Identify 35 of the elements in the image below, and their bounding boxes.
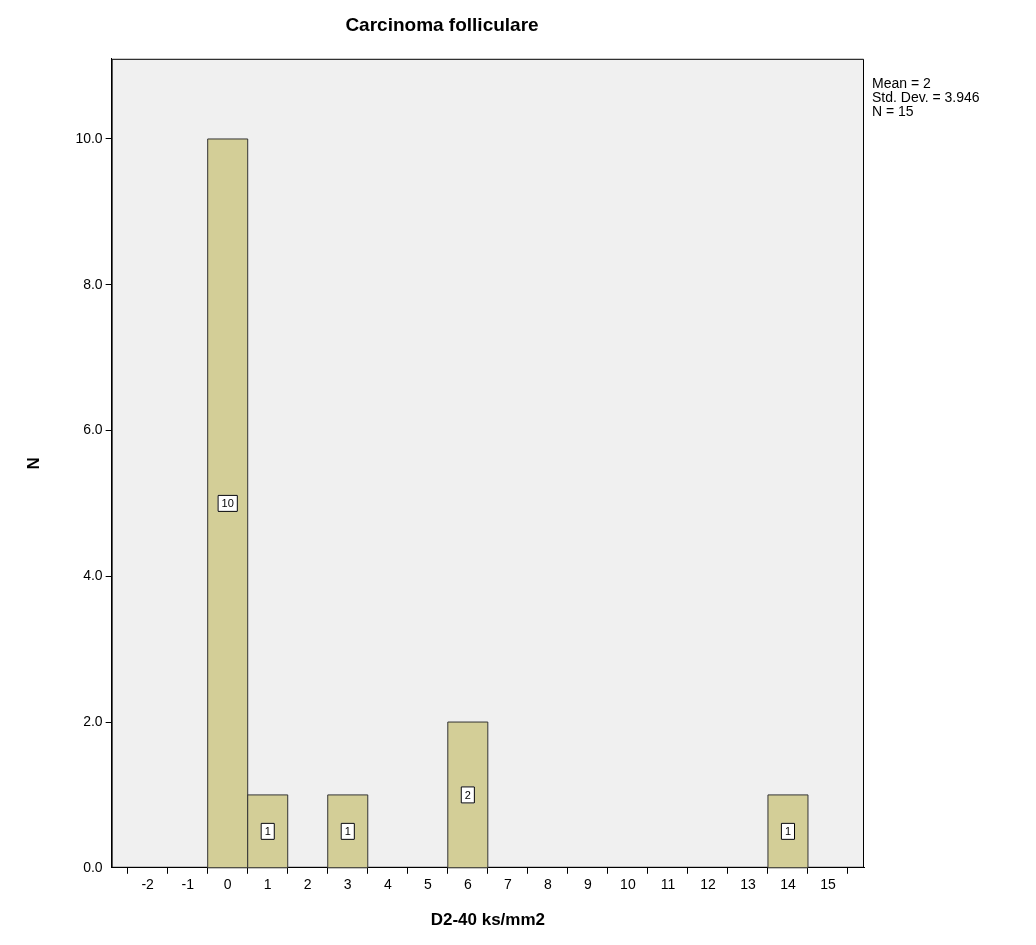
x-tick-label: 4 [383,876,392,893]
y-tick-label: 2.0 [83,712,103,729]
x-tick-label: 10 [620,876,636,893]
y-tick-label: 0.0 [83,858,103,875]
y-tick-label: 8.0 [83,275,103,292]
data-label: 2 [464,788,471,801]
text: Mean = 2 [872,74,931,91]
x-tick-label: -1 [181,876,195,893]
x-tick-label: 11 [660,876,676,893]
x-tick-label: 8 [543,876,552,893]
text: N = 15 [872,102,914,119]
x-tick-label: 1 [263,876,272,893]
y-tick-label: 6.0 [83,421,103,438]
data-label: 1 [344,825,351,838]
x-tick-label: 7 [503,876,512,893]
x-tick-label: -2 [141,876,155,893]
x-tick-label: 5 [423,876,432,893]
data-label: 1 [784,825,792,838]
x-tick-label: 3 [343,876,352,893]
x-tick-label: 0 [223,876,232,893]
data-label: 10 [221,497,234,510]
x-tick-label: 2 [303,876,312,893]
y-tick-label: 10.0 [75,129,103,146]
text: Std. Dev. = 3.946 [872,88,980,105]
data-label: 1 [264,825,271,838]
x-tick-label: 9 [583,876,592,893]
x-tick-label: 15 [820,876,836,893]
y-axis-title: N [23,457,43,470]
x-tick-label: 6 [463,876,472,893]
x-tick-label: 14 [780,876,796,893]
x-axis-title: D2-40 ks/mm2 [430,910,545,930]
chart-title: Carcinoma folliculare [345,13,539,35]
x-tick-label: 13 [740,876,756,893]
x-tick-label: 12 [700,876,716,893]
y-tick-label: 4.0 [83,567,103,584]
